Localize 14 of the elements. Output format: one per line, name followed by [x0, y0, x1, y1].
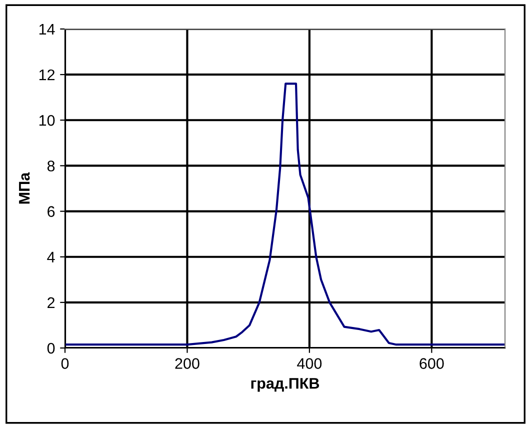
y-tick-label: 6 — [48, 206, 55, 217]
y-tick-label: 14 — [39, 24, 55, 35]
y-tick-label: 0 — [47, 342, 55, 354]
x-axis-title: град.ПКВ — [251, 378, 320, 392]
x-tick-label: 400 — [297, 358, 322, 369]
x-tick-label: 0 — [61, 358, 69, 369]
y-tick-label: 10 — [39, 115, 55, 126]
y-axis-title: МПа — [19, 172, 30, 204]
y-tick-label: 4 — [47, 252, 55, 262]
y-tick-label: 12 — [39, 69, 55, 80]
x-tick-label: 200 — [175, 358, 200, 369]
y-tick-label: 2 — [48, 297, 55, 308]
x-tick-label: 600 — [420, 358, 444, 369]
y-tick-label: 8 — [47, 160, 55, 172]
